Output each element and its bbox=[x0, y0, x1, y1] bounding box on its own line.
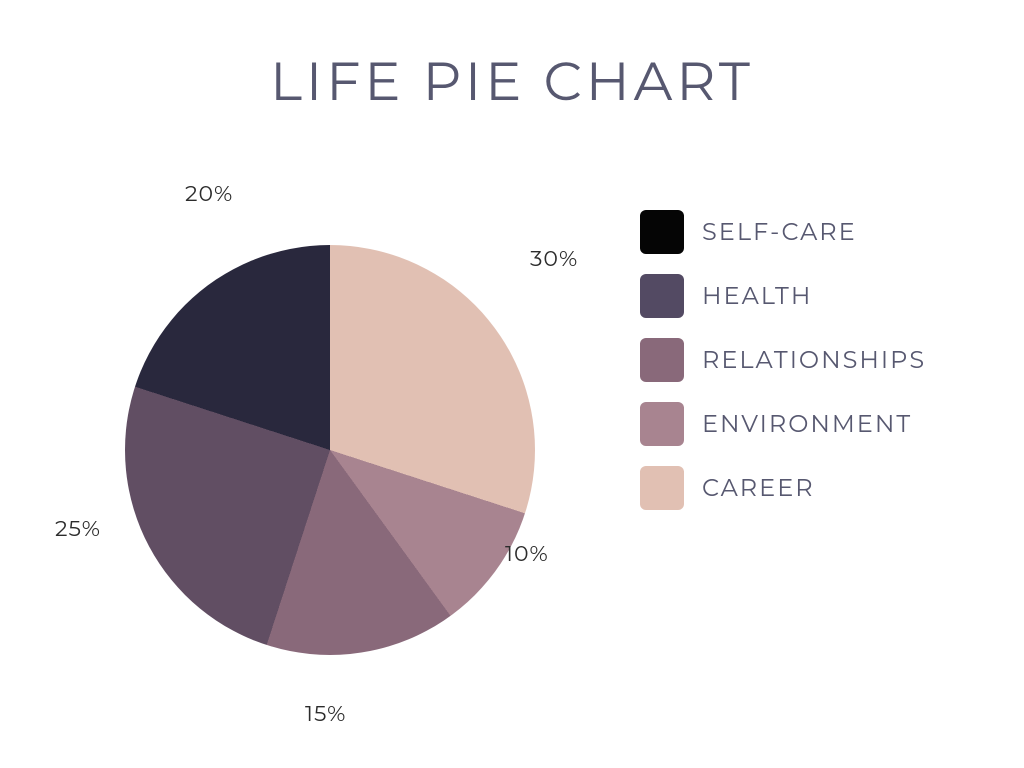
legend-item: HEALTH bbox=[640, 274, 926, 318]
slice-label-career: 30% bbox=[530, 245, 578, 272]
legend-label: ENVIRONMENT bbox=[702, 410, 912, 439]
legend: SELF-CARE HEALTH RELATIONSHIPS ENVIRONMENT C… bbox=[640, 210, 926, 510]
legend-label: HEALTH bbox=[702, 282, 812, 311]
legend-swatch bbox=[640, 402, 684, 446]
legend-label: SELF-CARE bbox=[702, 218, 857, 247]
legend-label: RELATIONSHIPS bbox=[702, 346, 926, 375]
slice-label-self_care: 20% bbox=[185, 180, 233, 207]
chart-title: LIFE PIE CHART bbox=[0, 48, 1024, 114]
legend-swatch bbox=[640, 338, 684, 382]
legend-swatch bbox=[640, 210, 684, 254]
slice-label-relationships: 15% bbox=[305, 700, 346, 727]
legend-item: RELATIONSHIPS bbox=[640, 338, 926, 382]
pie-disc bbox=[125, 245, 535, 655]
legend-swatch bbox=[640, 466, 684, 510]
slice-label-environment: 10% bbox=[505, 540, 549, 567]
legend-item: ENVIRONMENT bbox=[640, 402, 926, 446]
page-root: LIFE PIE CHART 30% 10% 15% 25% 20% SELF-CARE… bbox=[0, 0, 1024, 768]
slice-label-health: 25% bbox=[55, 515, 101, 542]
pie-chart: 30%10%15%25%20% bbox=[60, 170, 600, 730]
legend-swatch bbox=[640, 274, 684, 318]
legend-item: SELF-CARE bbox=[640, 210, 926, 254]
legend-item: CAREER bbox=[640, 466, 926, 510]
legend-label: CAREER bbox=[702, 474, 815, 503]
